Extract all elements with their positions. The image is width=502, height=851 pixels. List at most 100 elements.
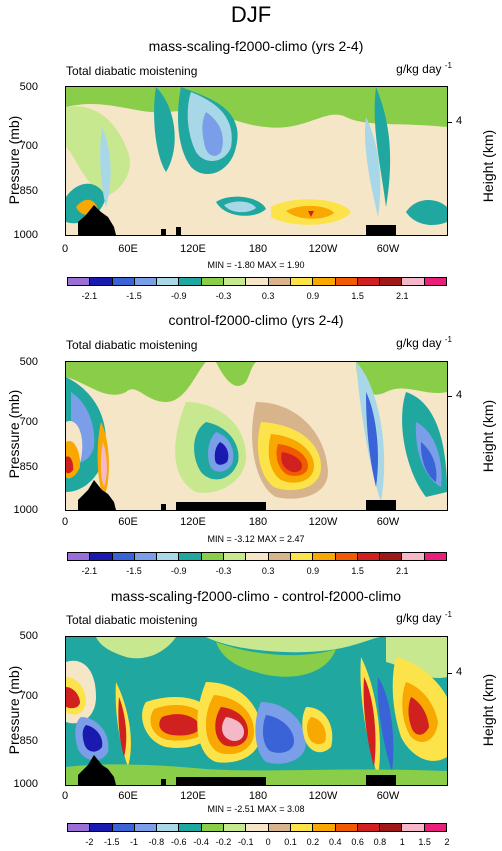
y-tick-1000: 1000 — [13, 778, 38, 790]
colorbar-label: 0 — [265, 837, 271, 847]
colorbar-swatch — [179, 553, 202, 560]
panel-title: control-f2000-climo (yrs 2-4) — [168, 312, 344, 328]
colorbar-swatch — [246, 824, 269, 831]
colorbar-swatch — [290, 824, 314, 831]
y-axis-label: Pressure (mb) — [6, 665, 22, 755]
colorbar-swatch — [380, 278, 403, 285]
x-tick-180: 180 — [248, 243, 268, 255]
colorbar-swatch — [134, 824, 158, 831]
colorbar-swatch — [424, 553, 447, 560]
colorbar-label: -0.4 — [193, 837, 209, 847]
colorbar-label: 2.1 — [396, 566, 409, 576]
colorbar-label: 0.8 — [373, 837, 387, 847]
y-axis-label: Pressure (mb) — [6, 115, 22, 205]
x-tick-60W: 60W — [376, 790, 400, 802]
min-max-label: MIN = -1.80 MAX = 1.90 — [207, 260, 305, 270]
colorbar-label: 0.3 — [261, 291, 275, 301]
colorbar-swatch — [90, 278, 113, 285]
colorbar-swatch — [290, 553, 314, 560]
y-tick-1000: 1000 — [13, 504, 38, 516]
colorbar-swatch — [157, 824, 180, 831]
colorbar-swatch — [179, 278, 202, 285]
colorbar-swatch — [112, 824, 135, 831]
colorbar-labels: -2.1 -1.5 -0.9 -0.3 0.3 0.9 1.5 2.1 — [0, 566, 502, 578]
y2-tick-4: 4 — [456, 666, 463, 678]
y2-tick — [448, 673, 452, 674]
colorbar-label: -0.1 — [238, 837, 254, 847]
min-max-label: MIN = -2.51 MAX = 3.08 — [207, 804, 305, 814]
y-tick-850: 850 — [19, 461, 38, 473]
x-tick-60W: 60W — [376, 243, 400, 255]
y2-tick-4: 4 — [456, 115, 463, 127]
colorbar-label: 2 — [444, 837, 450, 847]
y2-tick-4: 4 — [456, 389, 463, 401]
units-label: g/kg day -1 — [396, 335, 452, 350]
y-tick-500: 500 — [19, 356, 38, 368]
x-tick-0: 0 — [61, 243, 69, 255]
colorbar-swatch — [246, 553, 269, 560]
y2-axis-label: Height (km) — [480, 673, 496, 747]
colorbar-swatch — [313, 553, 336, 560]
colorbar-swatch — [268, 553, 291, 560]
panel-control: control-f2000-climo (yrs 2-4) Total diab… — [0, 276, 502, 576]
colorbar-swatch — [90, 824, 113, 831]
colorbar-label: -0.8 — [148, 837, 165, 847]
colorbar-swatch — [246, 278, 269, 285]
colorbar-swatch — [402, 553, 425, 560]
x-tick-120W: 120W — [308, 243, 338, 255]
colorbar-swatch — [224, 278, 247, 285]
colorbar-swatch — [68, 824, 91, 831]
colorbar-swatch — [335, 278, 358, 285]
y-tick-500: 500 — [19, 630, 38, 642]
colorbar-label: 0.4 — [328, 837, 342, 847]
y-tick-850: 850 — [19, 735, 38, 747]
panel-title: mass-scaling-f2000-climo (yrs 2-4) — [148, 38, 364, 54]
y2-axis-label: Height (km) — [480, 399, 496, 473]
colorbar-swatch — [268, 824, 291, 831]
colorbar-label: 0.1 — [284, 837, 297, 847]
colorbar-swatch — [357, 553, 381, 560]
colorbar-swatch — [335, 824, 358, 831]
figure-title: DJF — [230, 2, 272, 27]
colorbar-label: -1.5 — [103, 837, 120, 847]
variable-label: Total diabatic moistening — [66, 338, 198, 352]
colorbar-swatch — [112, 553, 135, 560]
colorbar-swatch — [179, 824, 202, 831]
x-tick-0: 0 — [61, 790, 69, 802]
contour-plot — [65, 636, 448, 786]
units-label: g/kg day -1 — [396, 610, 452, 625]
colorbar-label: 1.5 — [351, 291, 364, 301]
colorbar-swatch — [157, 553, 180, 560]
x-tick-120W: 120W — [308, 516, 338, 528]
panel-difference: mass-scaling-f2000-climo - control-f2000… — [0, 552, 502, 851]
colorbar-label: -0.9 — [170, 291, 187, 301]
colorbar-swatch — [268, 278, 291, 285]
x-tick-180: 180 — [248, 516, 268, 528]
colorbar-label: -2.1 — [81, 566, 98, 576]
colorbar-swatch — [90, 553, 113, 560]
colorbar-swatch — [68, 553, 91, 560]
colorbar-swatch — [380, 553, 403, 560]
x-tick-180: 180 — [248, 790, 268, 802]
colorbar-swatch — [201, 553, 225, 560]
colorbar-swatch — [402, 278, 425, 285]
contour-plot — [65, 361, 448, 511]
y2-tick — [448, 122, 452, 123]
y-tick-700: 700 — [19, 690, 38, 702]
colorbar-labels: -2.1 -1.5 -0.9 -0.3 0.3 0.9 1.5 2.1 — [0, 291, 502, 303]
y-tick-700: 700 — [19, 140, 38, 152]
colorbar-swatch — [201, 824, 225, 831]
colorbar-swatch — [424, 824, 447, 831]
x-tick-120E: 120E — [180, 243, 206, 255]
colorbar-swatch — [380, 824, 403, 831]
colorbar-swatch — [134, 553, 158, 560]
y-tick-700: 700 — [19, 416, 38, 428]
colorbar-swatch — [134, 278, 158, 285]
y-axis-label: Pressure (mb) — [6, 389, 22, 479]
colorbar-swatch — [424, 278, 447, 285]
y2-tick — [448, 396, 452, 397]
contour-plot — [65, 86, 448, 236]
colorbar-label: 1 — [399, 837, 405, 847]
variable-label: Total diabatic moistening — [66, 613, 198, 627]
x-tick-60E: 60E — [118, 516, 138, 528]
